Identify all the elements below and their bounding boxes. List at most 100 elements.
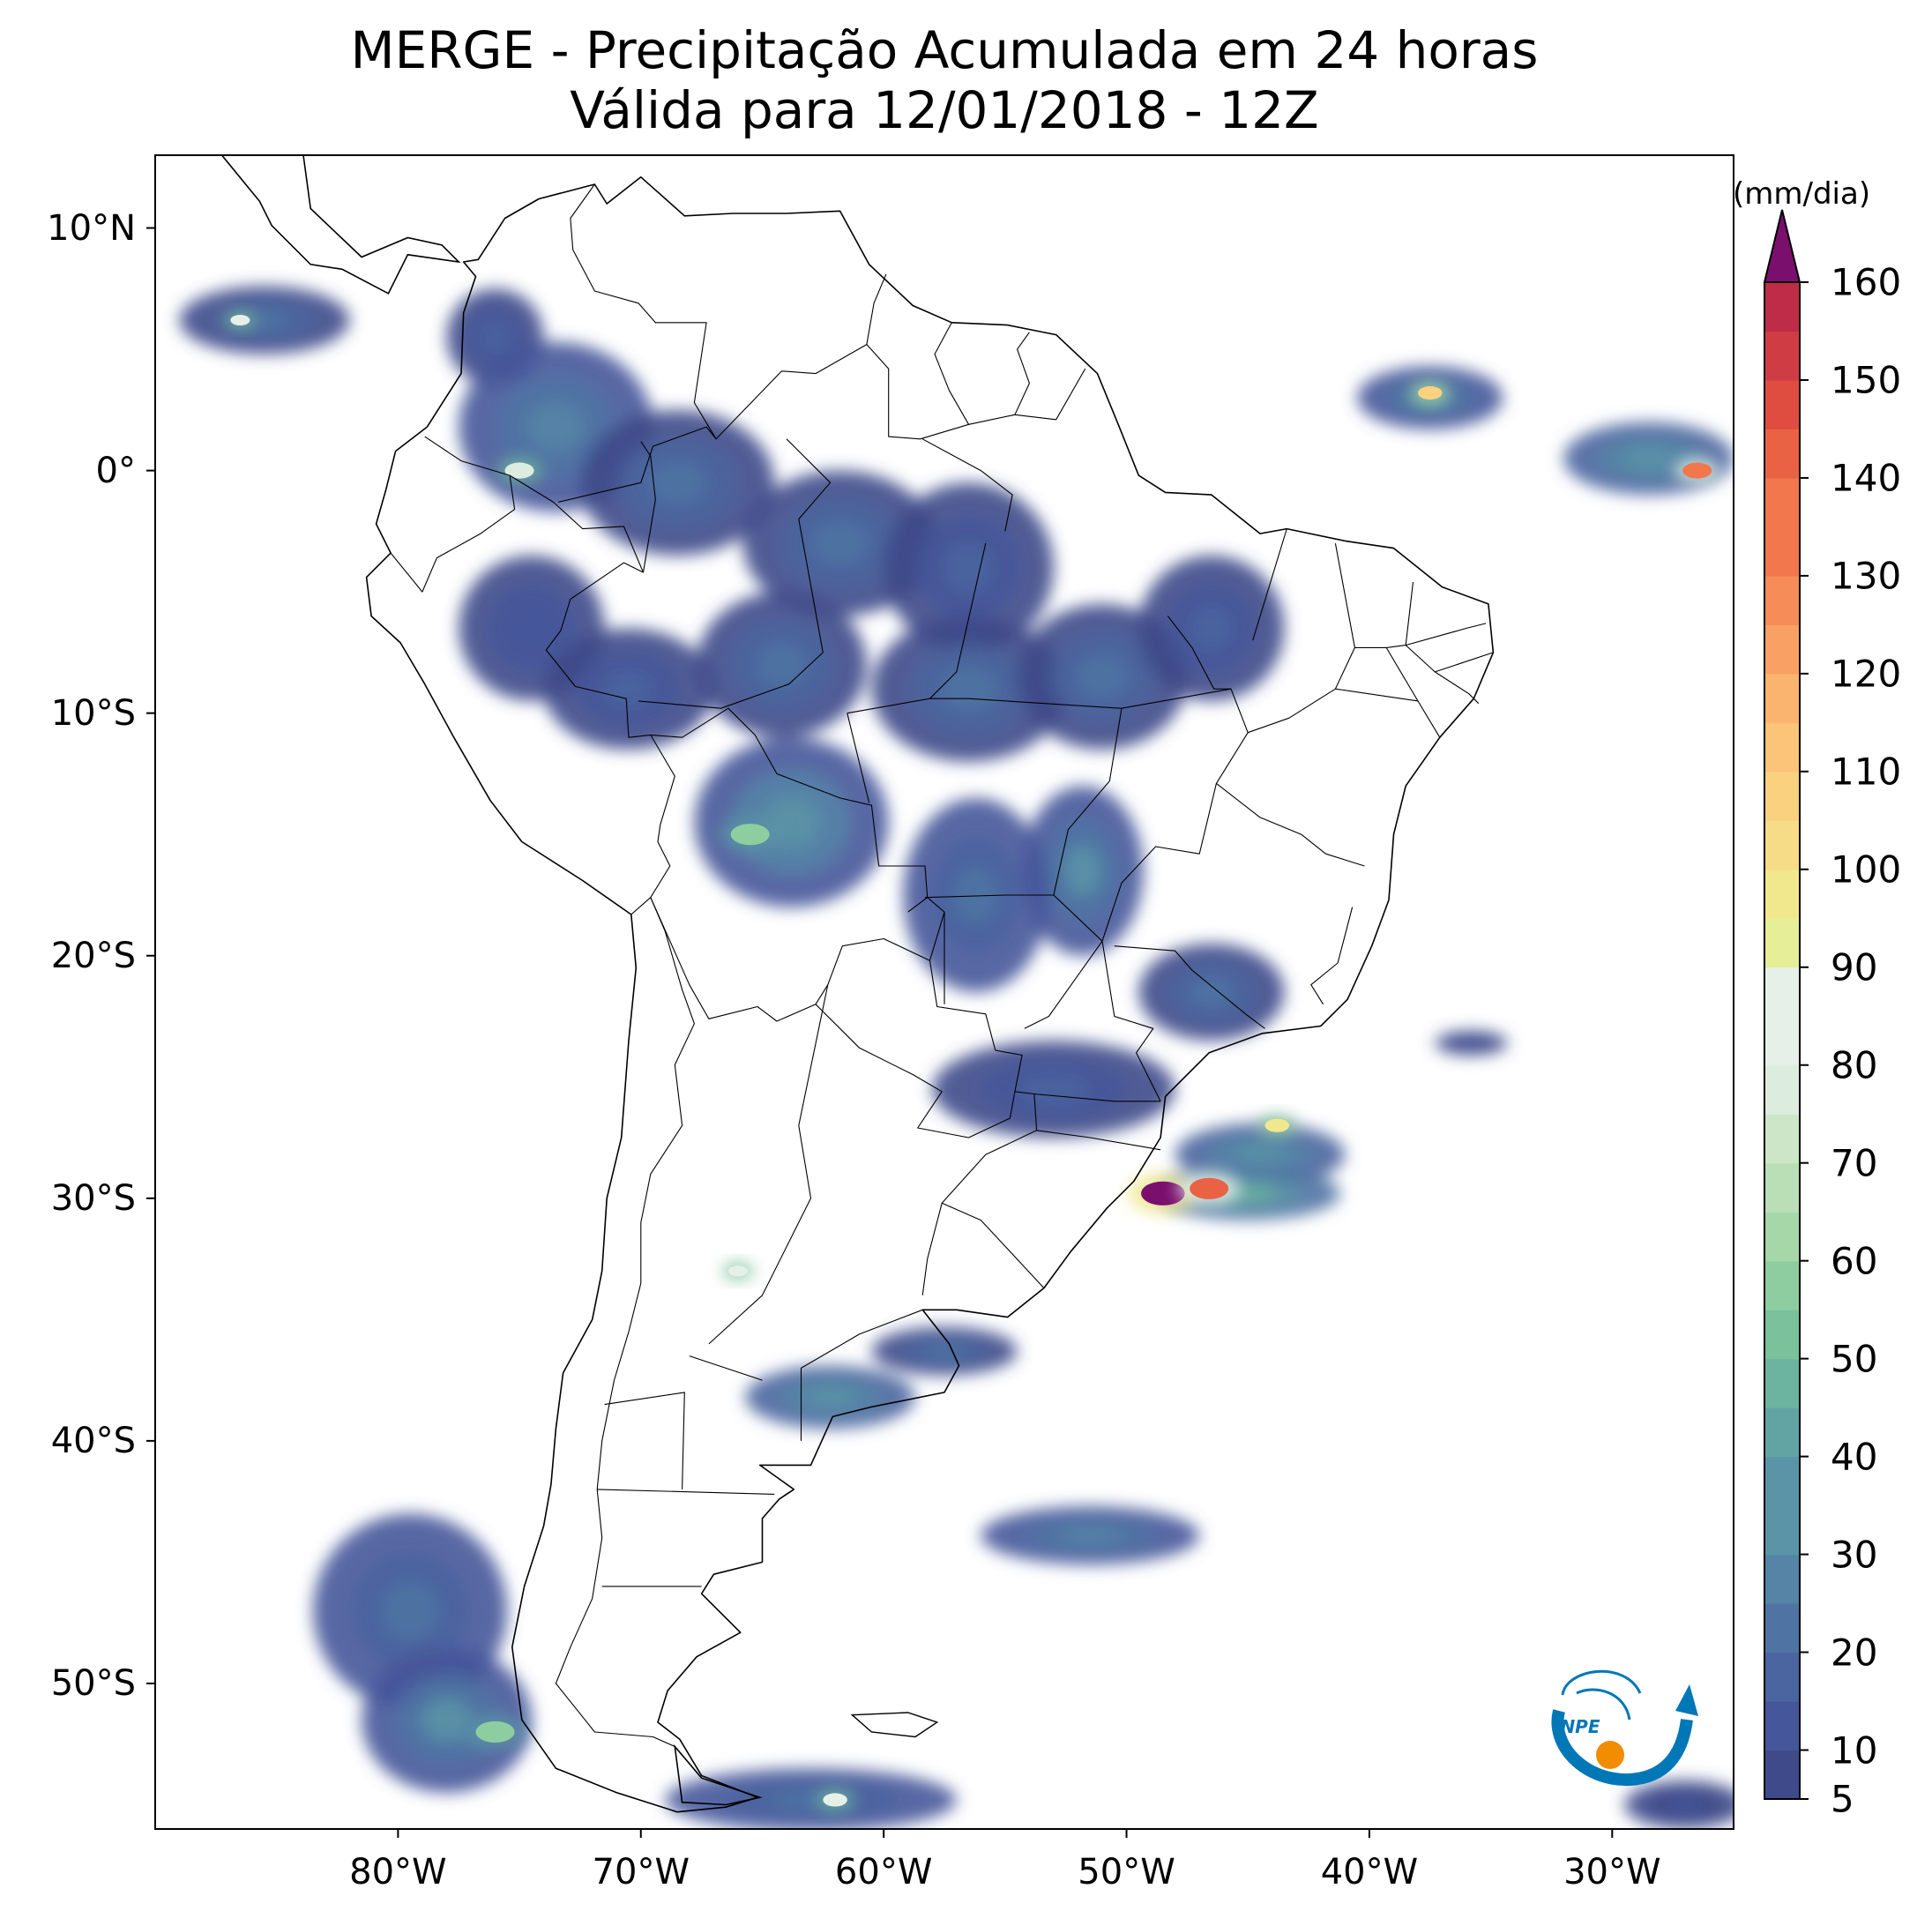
- colorbar-tick-label: 80: [1831, 1043, 1878, 1087]
- precip-region-core: [648, 460, 707, 505]
- border-line: [604, 1392, 685, 1489]
- colorbar-tick-label: 5: [1831, 1777, 1854, 1821]
- inpe-logo: INPE: [1541, 1658, 1700, 1790]
- lon-tick-label: 50°W: [1078, 1852, 1175, 1892]
- border-line: [545, 562, 651, 738]
- precip-region-core: [481, 322, 511, 352]
- colorbar-extend-arrow: [1763, 209, 1801, 283]
- precip-region-core: [510, 606, 554, 651]
- border-line: [1406, 623, 1487, 646]
- colorbar-tick-label: 160: [1831, 260, 1902, 304]
- colorbar-segment: [1764, 1505, 1800, 1556]
- colorbar-segment: [1764, 1554, 1800, 1604]
- precip-region-core: [1235, 1145, 1286, 1165]
- precip-region-core: [1460, 1039, 1482, 1047]
- central-america-coastline: [220, 155, 461, 295]
- colorbar-segment: [1764, 331, 1800, 381]
- precip-hotspot: [1141, 1181, 1185, 1206]
- colorbar-segment: [1764, 1310, 1800, 1360]
- border-line: [640, 441, 656, 573]
- border-line: [650, 707, 945, 961]
- border-line: [1354, 582, 1414, 648]
- precip-region-core: [810, 521, 869, 565]
- colorbar-segment: [1764, 1016, 1800, 1066]
- precip-region-core: [922, 1343, 966, 1359]
- colorbar-tick-label: 60: [1831, 1239, 1878, 1283]
- border-line: [929, 960, 1023, 1092]
- precip-region-core: [756, 642, 808, 687]
- precip-hotspot: [475, 1721, 515, 1743]
- border-line: [815, 1004, 1016, 1138]
- lon-tick-label: 60°W: [834, 1852, 933, 1892]
- colorbar-segment: [1764, 1212, 1800, 1262]
- precip-region-core: [1017, 1074, 1091, 1104]
- colorbar-segment: [1764, 282, 1800, 332]
- border-line: [800, 1309, 923, 1441]
- colorbar-segment: [1764, 477, 1800, 528]
- border-line: [866, 344, 969, 440]
- map-layer: [146, 154, 1734, 1838]
- precip-region-core: [381, 1581, 440, 1640]
- border-line: [1435, 671, 1480, 705]
- colorbar-segment: [1764, 624, 1800, 675]
- precip-hotspot: [230, 314, 250, 326]
- precip-region-core: [1622, 447, 1675, 470]
- colorbar-segment: [1764, 575, 1800, 625]
- precip-region-core: [1190, 606, 1234, 651]
- lon-tick-label: 30°W: [1563, 1852, 1661, 1892]
- colorbar-segment: [1764, 379, 1800, 430]
- precip-hotspot: [1190, 1177, 1229, 1199]
- border-line: [1036, 1130, 1161, 1151]
- colorbar-tick-label: 40: [1831, 1435, 1878, 1479]
- lat-tick-label: 10°N: [47, 207, 136, 249]
- border-line: [390, 436, 516, 593]
- colorbar-segment: [1764, 722, 1800, 773]
- colorbar-tick-label: 110: [1831, 750, 1902, 794]
- colorbar-tick-label: 100: [1831, 847, 1902, 892]
- border-line: [921, 1203, 943, 1295]
- precip-region-core: [1077, 654, 1128, 699]
- border-line: [929, 542, 987, 699]
- colorbar-segment: [1764, 1114, 1800, 1164]
- lat-tick-label: 20°S: [50, 935, 136, 976]
- colorbar-segment: [1764, 771, 1800, 821]
- border-line: [1101, 941, 1161, 1102]
- border-line: [1114, 945, 1265, 1029]
- colorbar-segment: [1764, 967, 1800, 1017]
- border-line: [689, 1355, 763, 1381]
- precip-region-core: [603, 670, 654, 707]
- border-line: [847, 698, 1123, 1029]
- precip-region-core: [1667, 1797, 1704, 1812]
- colorbar-tick-label: 120: [1831, 652, 1902, 696]
- border-line: [827, 937, 930, 985]
- precip-hotspot: [1418, 386, 1443, 400]
- border-line: [715, 273, 887, 440]
- colorbar-segment: [1764, 869, 1800, 919]
- border-line: [934, 322, 1030, 425]
- lat-tick-label: 0°: [95, 450, 136, 491]
- colorbar-tick-label: 150: [1831, 358, 1902, 402]
- colorbar-segment: [1764, 673, 1800, 723]
- lat-tick-label: 50°S: [50, 1662, 136, 1704]
- precip-hotspot: [730, 824, 770, 846]
- precip-region-core: [1057, 1527, 1123, 1545]
- border-line: [1033, 1093, 1161, 1102]
- precip-region-core: [954, 865, 998, 924]
- precip-region-core: [804, 1387, 856, 1407]
- precip-region-core: [939, 667, 998, 711]
- colorbar-segment: [1764, 820, 1800, 870]
- colorbar-unit-label: (mm/dia): [1733, 176, 1871, 212]
- border-line: [1335, 688, 1419, 702]
- colorbar-segment: [1764, 1064, 1800, 1115]
- falkland-islands-coastline: [850, 1712, 939, 1738]
- colorbar-segment: [1764, 1358, 1800, 1408]
- colorbar-segment: [1764, 1750, 1800, 1800]
- lon-tick-label: 40°W: [1320, 1852, 1419, 1892]
- colorbar-segment: [1764, 1260, 1800, 1310]
- precip-region-core: [526, 401, 586, 452]
- colorbar-segment: [1764, 1652, 1800, 1702]
- border-line: [1014, 368, 1086, 421]
- colorbar-tick-label: 140: [1831, 456, 1902, 500]
- colorbar-segment: [1764, 1701, 1800, 1751]
- border-line: [786, 438, 832, 653]
